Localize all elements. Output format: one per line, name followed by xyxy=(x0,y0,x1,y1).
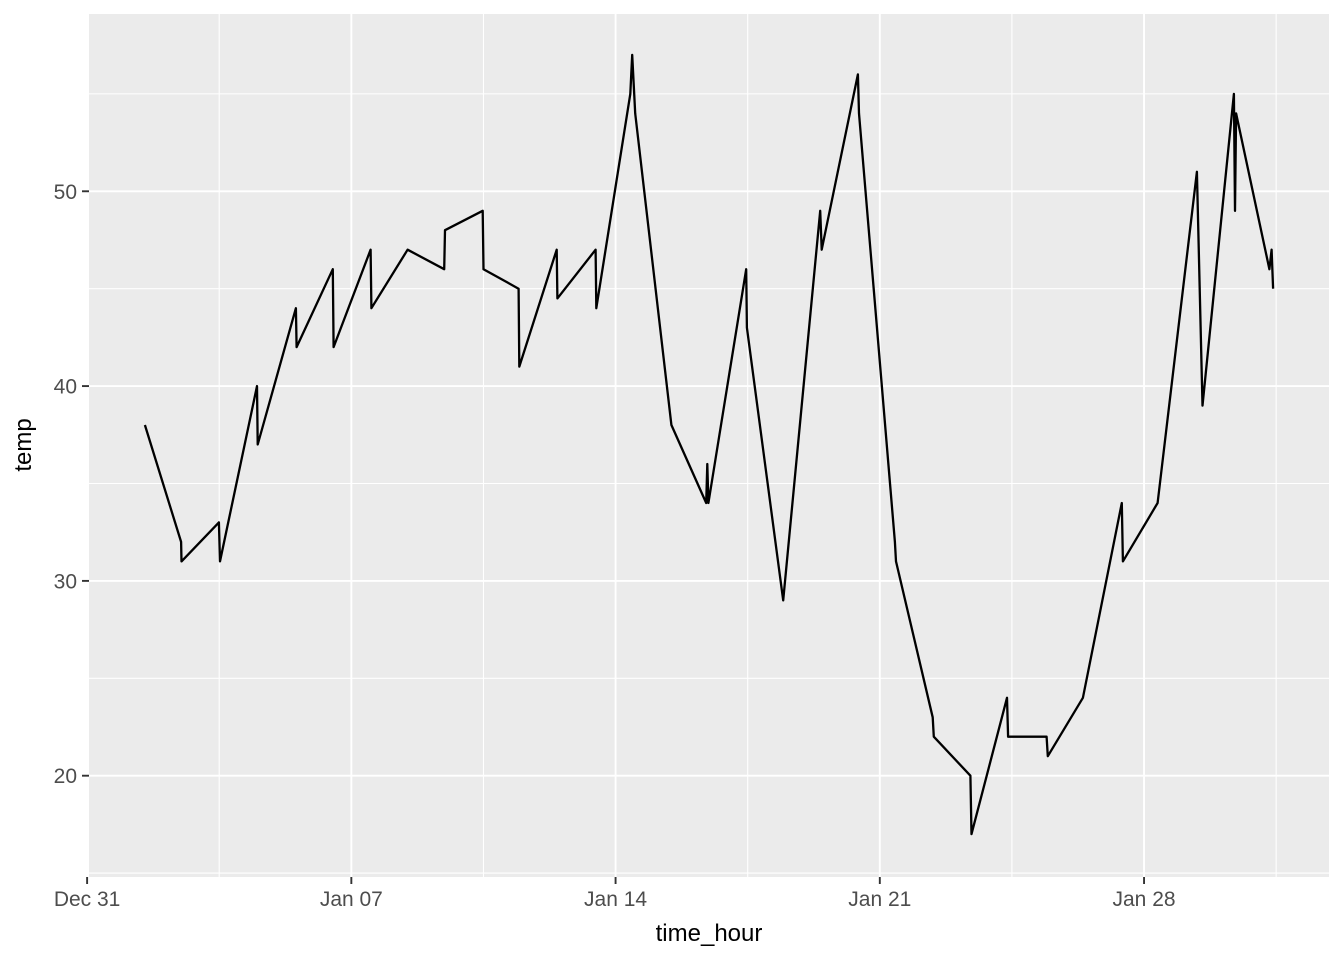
y-axis-title: temp xyxy=(10,418,37,471)
temp-line xyxy=(143,53,1275,836)
data-series xyxy=(143,53,1275,836)
major-gridlines xyxy=(89,14,1329,877)
x-tick-label: Jan 14 xyxy=(584,888,647,911)
x-tick-label: Dec 31 xyxy=(54,888,121,911)
x-tick-label: Jan 28 xyxy=(1113,888,1176,911)
y-tick-label: 50 xyxy=(54,181,77,204)
x-axis-title: time_hour xyxy=(656,920,763,947)
y-tick-label: 20 xyxy=(54,765,77,788)
y-tick-label: 30 xyxy=(54,570,77,593)
axis-ticks xyxy=(82,190,1145,884)
plot-panel xyxy=(89,14,1329,877)
x-tick-label: Jan 21 xyxy=(848,888,911,911)
x-tick-label: Jan 07 xyxy=(320,888,383,911)
y-tick-label: 40 xyxy=(54,376,77,399)
axis-tick-labels: Dec 31 Jan 07 Jan 14 Jan 21 Jan 28 20 30 40 50 xyxy=(54,181,1176,911)
minor-gridlines xyxy=(89,14,1329,877)
